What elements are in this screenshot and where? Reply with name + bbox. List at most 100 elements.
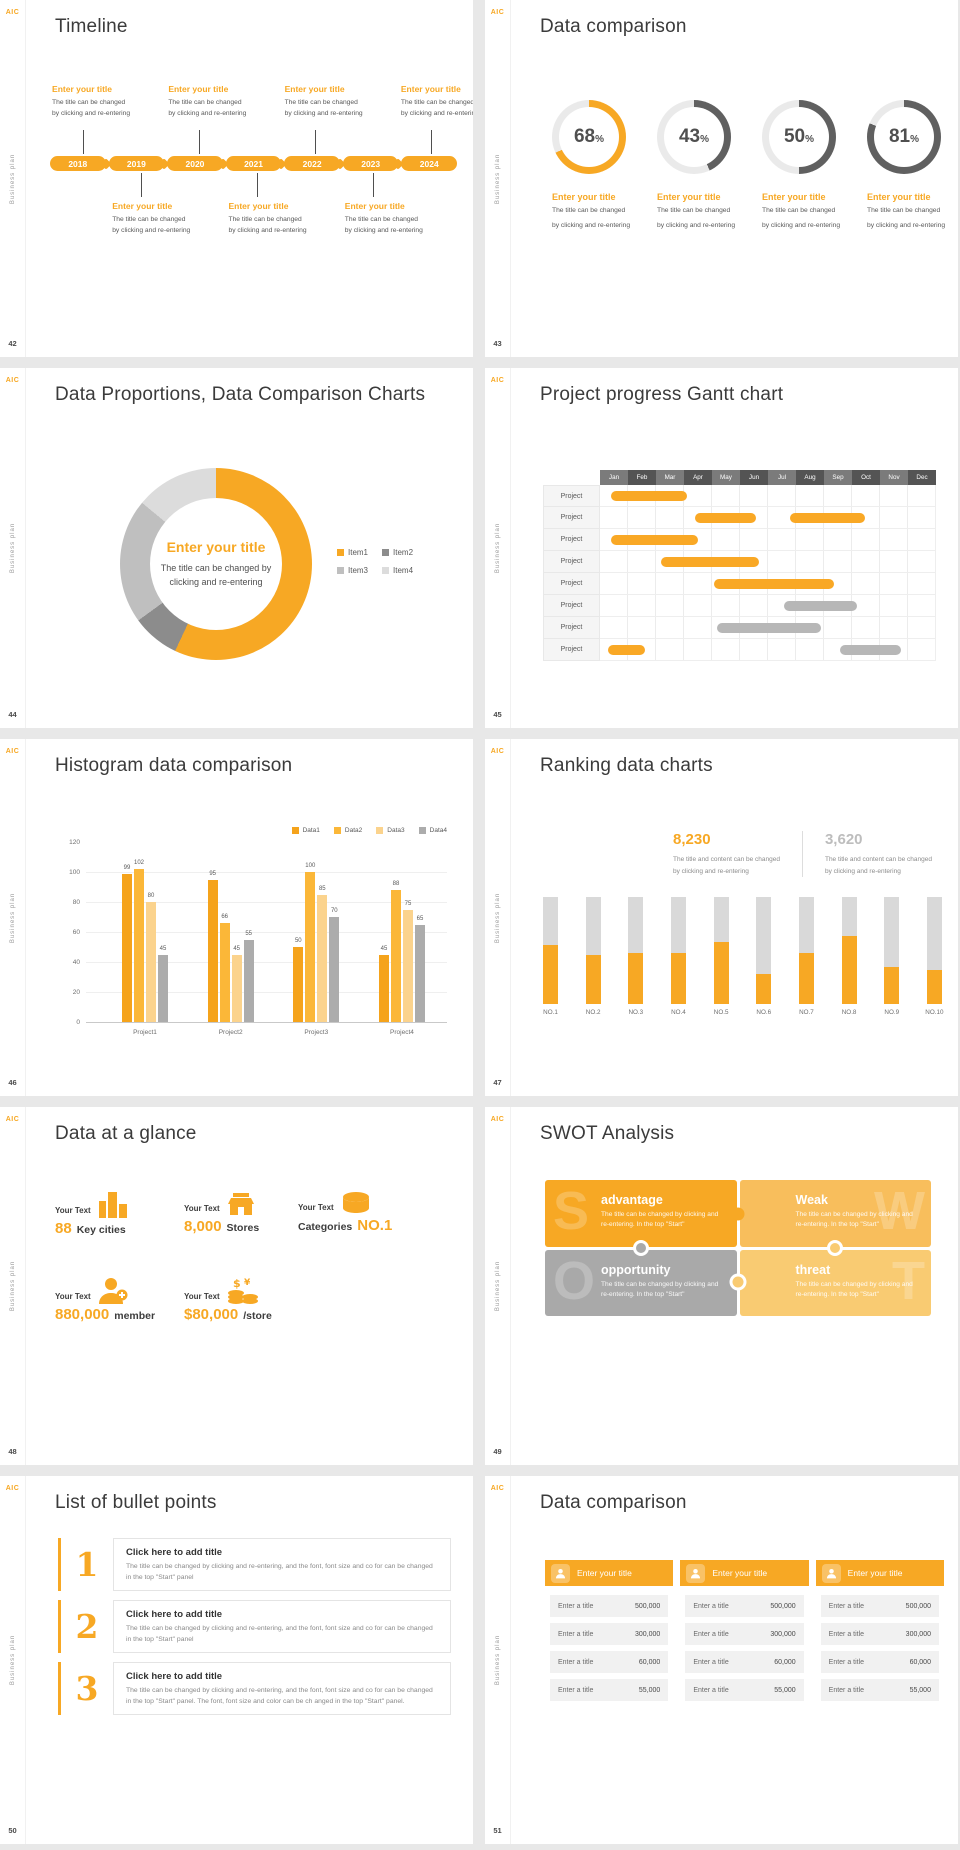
slide-43-data-comparison[interactable]: AIC Business plan 43 Data comparison 68%… (485, 0, 958, 357)
legend-label: Data4 (429, 827, 447, 834)
entry-title: Enter your title (52, 84, 113, 94)
slide-48-data-at-a-glance[interactable]: AIC Business plan 48 Data at a glance Yo… (0, 1107, 473, 1465)
bar-fill (585, 954, 601, 1004)
bar-fill (798, 952, 814, 1004)
slide-sidebar: AIC Business plan 44 (0, 368, 26, 728)
timeline-entry: Enter your title The title can be changed… (52, 84, 158, 119)
entry-title: Enter your title (762, 192, 826, 202)
entry-caption: by clicking and re-entering (52, 109, 131, 117)
legend-label: Item3 (348, 566, 369, 575)
gantt-row: Project (543, 551, 936, 573)
card-rows: Enter a title 500,000 Enter a title 300,000… (816, 1586, 944, 1701)
row-label: Enter a title (828, 1630, 865, 1638)
entry-caption: The title can be changed (228, 216, 302, 223)
slide-51-data-comparison-tables[interactable]: AIC Business plan 51 Data comparison Ent… (485, 1476, 958, 1844)
page-title: List of bullet points (55, 1492, 217, 1513)
bar: 95 (207, 871, 218, 1022)
gantt-row-cells (600, 595, 936, 617)
bar-value-label: 45 (380, 945, 388, 952)
bar-fill (841, 935, 857, 1004)
swot-text: The title can be changed by clicking and… (601, 1280, 719, 1298)
card-header: Enter your title (545, 1560, 674, 1586)
timeline-year: 2018 (50, 156, 106, 171)
slide-sidebar: AIC Business plan 42 (0, 0, 26, 357)
bar-group: 50 100 85 70 Project3 (293, 863, 340, 1036)
stat-label: Your Text (184, 1292, 220, 1301)
legend-item: Item4 (382, 566, 413, 575)
gantt-header-row: Jan Feb Mar Apr May Jun Jul Aug Sep Oct Nov Dec (543, 470, 936, 485)
entry-title: Enter your title (166, 539, 266, 555)
table-row: Enter a title 55,000 (550, 1679, 669, 1701)
person-badge-icon (821, 1563, 841, 1583)
item-text: The title can be changed by clicking and… (126, 1625, 433, 1643)
gantt-month-cell: Mar (656, 470, 684, 485)
page-number: 49 (493, 1447, 502, 1456)
watermark-letter: T (892, 1250, 925, 1311)
item-box: Click here to add title The title can be … (113, 1662, 451, 1715)
row-value: 60,000 (909, 1658, 931, 1666)
stat-value: NO.1 (357, 1217, 393, 1234)
slide-47-ranking[interactable]: AIC Business plan 47 Ranking data charts… (485, 739, 958, 1096)
ranking-bar: NO.3 (628, 897, 644, 1016)
gantt-bar (611, 535, 698, 545)
brand-logo: AIC (490, 748, 505, 755)
stat-value-row: $80,000/store (184, 1306, 334, 1323)
bar-group: 95 66 45 55 Project2 (207, 871, 254, 1036)
gantt-row: Project (543, 485, 936, 507)
card-title: Enter your title (577, 1568, 632, 1578)
slide-50-bullet-points[interactable]: AIC Business plan 50 List of bullet poin… (0, 1476, 473, 1844)
bar-fill (713, 941, 729, 1004)
stat-unit: /store (243, 1310, 272, 1322)
gantt-bar (694, 513, 757, 523)
item-text: The title can be changed by clicking and… (126, 1687, 433, 1705)
stat-secondary: 3,620 The title and content can be chang… (801, 831, 932, 877)
card-title: Enter your title (847, 1568, 903, 1578)
member-add-icon (98, 1277, 128, 1304)
page-number: 43 (493, 339, 502, 348)
slide-42-timeline[interactable]: AIC Business plan 42 Timeline 2018 2019 20… (0, 0, 473, 357)
y-tick-label: 60 (72, 929, 80, 936)
stat-caption: The title and content can be changed (673, 856, 780, 863)
gantt-table: Jan Feb Mar Apr May Jun Jul Aug Sep Oct Nov Dec Proj… (543, 470, 936, 661)
accent-bar (58, 1600, 61, 1653)
slide-body: List of bullet points 1 Click here to add… (26, 1476, 473, 1844)
entry-title: Enter your title (657, 192, 721, 202)
gantt-row-cells (600, 617, 936, 639)
connector-line (140, 173, 142, 197)
timeline-year: 2024 (401, 156, 458, 171)
slide-46-histogram[interactable]: AIC Business plan 46 Histogram data comp… (0, 739, 473, 1096)
x-tick-label: Project1 (133, 1029, 157, 1036)
gauge-value: 43% (678, 126, 710, 147)
row-label: Enter a title (558, 1658, 594, 1666)
data-card: Enter your title Enter a title 500,000 Ente… (545, 1560, 674, 1707)
gantt-row-label: Project (543, 617, 600, 639)
brand-logo: AIC (5, 9, 20, 16)
gantt-row: Project (543, 507, 936, 529)
gantt-row-label: Project (543, 485, 600, 507)
pie-center-label: Enter your title The title can be change… (150, 498, 282, 630)
gantt-month-cell: Jun (740, 470, 768, 485)
stat-top: Your Text (55, 1191, 205, 1218)
row-value: 300,000 (770, 1630, 796, 1638)
row-label: Enter a title (558, 1630, 594, 1638)
legend-item: Data2 (333, 827, 362, 834)
stat-top: Your Text (184, 1191, 334, 1216)
gantt-row-label: Project (543, 529, 600, 551)
timeline-diagram: 2018 2019 2020 2021 2022 2023 2024 Enter your t… (50, 84, 473, 264)
slide-body: Data at a glance Your Text 88 Key cities Yo… (26, 1107, 473, 1465)
stat-value-row: 88 Key cities (55, 1220, 205, 1237)
stat-value: 8,230 (673, 831, 711, 848)
slide-45-gantt[interactable]: AIC Business plan 45 Project progress Ga… (485, 368, 958, 728)
gantt-bar (840, 645, 902, 655)
entry-caption: by clicking and re-entering (657, 221, 736, 229)
entry-title: Enter your title (228, 201, 289, 211)
gantt-row-cells (600, 551, 936, 573)
table-row: Enter a title 300,000 (820, 1623, 939, 1645)
ranking-bar: NO.1 (543, 897, 558, 1016)
item-number: 2 (75, 1607, 99, 1646)
slide-44-data-proportions[interactable]: AIC Business plan 44 Data Proportions, D… (0, 368, 473, 728)
gauge-ring: 81% (867, 100, 941, 174)
